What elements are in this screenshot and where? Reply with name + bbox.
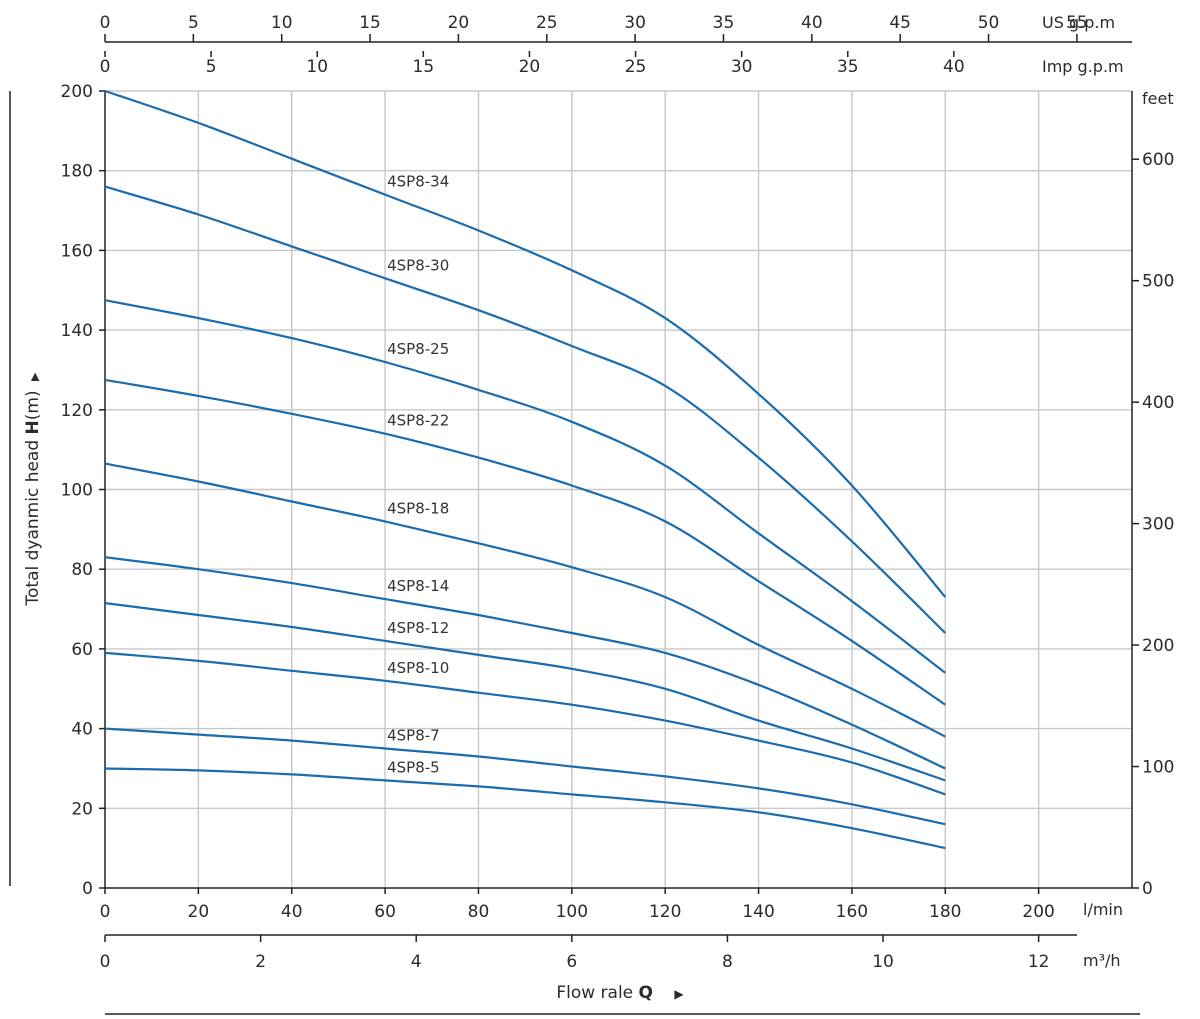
feet-tick-label: 500 [1142,272,1174,292]
curve-label-4SP8-25: 4SP8-25 [387,340,449,358]
curve-4SP8-7 [104,727,946,826]
m3h-tick-label: 6 [566,952,577,972]
lmin-tick-label: 0 [100,902,111,922]
m3h-tick-label: 0 [100,952,111,972]
usgpm-tick-label: 15 [359,13,381,33]
curve-4SP8-12 [104,602,946,782]
usgpm-tick-label: 55 [1066,13,1088,33]
impgpm-tick-label: 0 [100,57,111,77]
usgpm-tick-label: 20 [448,13,470,33]
lmin-tick-label: 140 [742,902,774,922]
m3h-tick-label: 12 [1028,952,1050,972]
usgpm-tick-label: 30 [624,13,646,33]
curve-4SP8-10 [104,651,946,796]
curve-label-4SP8-30: 4SP8-30 [387,256,449,274]
y-tick-label: 0 [82,879,93,899]
usgpm-unit-label: US g.p.m [1042,13,1115,32]
impgpm-tick-label: 15 [413,57,435,77]
curve-label-4SP8-7: 4SP8-7 [387,727,440,745]
feet-tick-label: 300 [1142,515,1174,535]
curve-label-4SP8-14: 4SP8-14 [387,577,449,595]
curves-layer [104,89,947,850]
curve-4SP8-5 [104,767,946,850]
curve-label-4SP8-34: 4SP8-34 [387,173,449,191]
impgpm-tick-label: 20 [519,57,541,77]
y-tick-label: 60 [71,640,93,660]
usgpm-tick-label: 35 [713,13,735,33]
impgpm-tick-label: 40 [943,57,965,77]
usgpm-tick-label: 25 [536,13,558,33]
y-axis-title: Total dyanmic head H(m) ▶ [23,372,43,607]
impgpm-unit-label: Imp g.p.m [1042,57,1124,76]
y-tick-label: 80 [71,560,93,580]
curve-label-4SP8-18: 4SP8-18 [387,499,449,517]
curve-4SP8-30 [104,185,947,634]
lmin-tick-label: 160 [836,902,868,922]
curve-4SP8-22 [104,378,946,706]
curve-4SP8-25 [104,299,946,674]
y-tick-label: 120 [61,401,93,421]
curve-label-4SP8-10: 4SP8-10 [387,659,449,677]
labels-layer: 4SP8-34 4SP8-30 4SP8-25 4SP8-22 4SP8-18 4SP8-… [387,173,449,777]
y-tick-label: 40 [71,720,93,740]
y-tick-label: 140 [61,321,93,341]
m3h-tick-label: 8 [722,952,733,972]
m3h-unit-label: m³/h [1083,951,1121,970]
lmin-tick-label: 120 [649,902,681,922]
curve-label-4SP8-5: 4SP8-5 [387,758,440,776]
usgpm-tick-label: 10 [271,13,293,33]
feet-tick-label: 0 [1142,879,1153,899]
impgpm-tick-label: 10 [306,57,328,77]
feet-tick-label: 100 [1142,758,1174,778]
y-tick-label: 100 [61,481,93,501]
axes-layer: 0204060801001201401601802000100200300400… [9,13,1174,1015]
impgpm-tick-label: 35 [837,57,859,77]
impgpm-tick-label: 5 [206,57,217,77]
curve-4SP8-34 [104,89,947,598]
impgpm-tick-label: 25 [625,57,647,77]
y-tick-label: 20 [71,799,93,819]
m3h-tick-label: 2 [255,952,266,972]
usgpm-tick-label: 45 [889,13,911,33]
curve-label-4SP8-12: 4SP8-12 [387,619,449,637]
feet-unit-label: feet [1142,89,1174,108]
m3h-tick-label: 10 [872,952,894,972]
grid-layer [105,90,1132,888]
feet-tick-label: 200 [1142,636,1174,656]
curve-4SP8-18 [104,462,946,738]
y-tick-label: 200 [61,82,93,102]
lmin-tick-label: 20 [188,902,210,922]
lmin-tick-label: 100 [556,902,588,922]
lmin-tick-label: 200 [1022,902,1054,922]
curve-4SP8-14 [104,556,946,770]
usgpm-tick-label: 50 [978,13,1000,33]
impgpm-tick-label: 30 [731,57,753,77]
lmin-unit-label: l/min [1083,900,1123,919]
lmin-tick-label: 180 [929,902,961,922]
feet-tick-label: 400 [1142,393,1174,413]
x-axis-title: Flow rale Q ▶ [556,983,684,1003]
y-tick-label: 180 [61,162,93,182]
m3h-tick-label: 4 [411,952,422,972]
curve-label-4SP8-22: 4SP8-22 [387,412,449,430]
lmin-tick-label: 40 [281,902,303,922]
usgpm-tick-label: 40 [801,13,823,33]
usgpm-tick-label: 0 [100,13,111,33]
y-tick-label: 160 [61,241,93,261]
lmin-tick-label: 60 [374,902,396,922]
lmin-tick-label: 80 [468,902,490,922]
usgpm-tick-label: 5 [188,13,199,33]
feet-tick-label: 600 [1142,150,1174,170]
